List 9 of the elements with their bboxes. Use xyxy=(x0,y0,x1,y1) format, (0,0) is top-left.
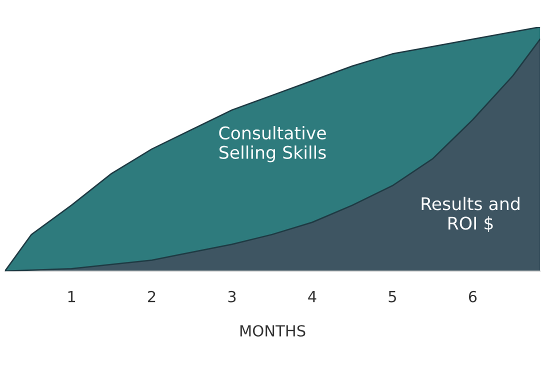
x-tick-label: 6 xyxy=(468,290,477,302)
x-tick-label: 1 xyxy=(68,291,75,302)
series-label: Results and ROI $ xyxy=(422,196,520,232)
x-tick-label: 3 xyxy=(228,290,236,302)
x-axis-title: MONTHS xyxy=(240,325,306,337)
x-tick-label: 2 xyxy=(148,290,156,302)
x-tick-label: 5 xyxy=(388,291,396,302)
x-tick-label: 4 xyxy=(308,291,316,302)
series-label: Consultative Selling Skills xyxy=(219,126,326,162)
